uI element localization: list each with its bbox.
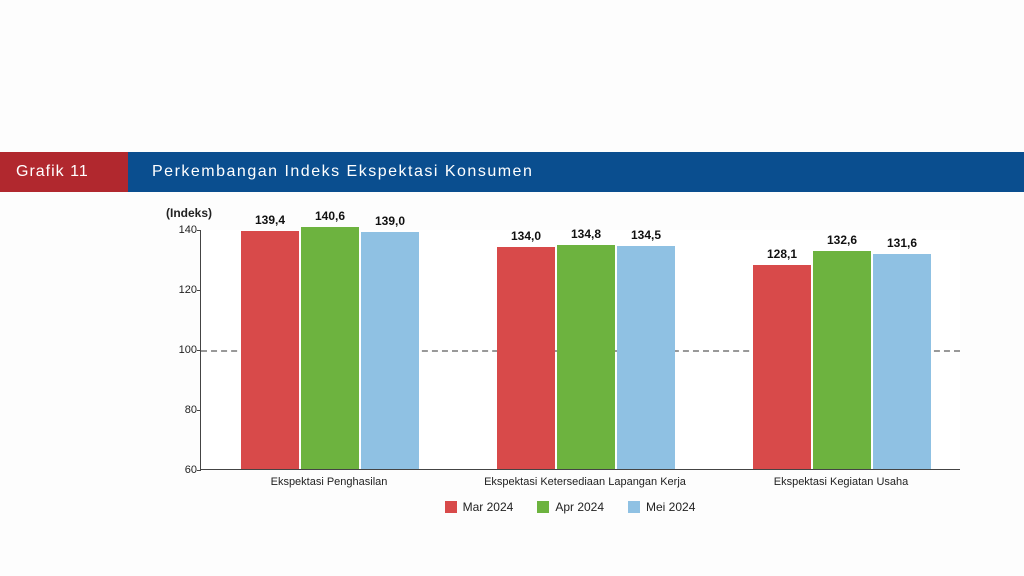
chart-title: Perkembangan Indeks Ekspektasi Konsumen — [152, 163, 533, 181]
bar: 132,6 — [813, 251, 871, 469]
bar-value-label: 139,0 — [375, 214, 405, 228]
chart-header: Grafik 11 Perkembangan Indeks Ekspektasi… — [0, 152, 1024, 192]
bar-value-label: 132,6 — [827, 233, 857, 247]
legend-swatch — [628, 501, 640, 513]
legend-item: Mar 2024 — [445, 500, 514, 514]
bar-value-label: 134,5 — [631, 228, 661, 242]
bar-value-label: 140,6 — [315, 209, 345, 223]
page: Grafik 11 Perkembangan Indeks Ekspektasi… — [0, 0, 1024, 576]
bar: 140,6 — [301, 227, 359, 469]
bar: 139,4 — [241, 231, 299, 469]
chart-area: (Indeks) 6080100120140139,4140,6139,0134… — [160, 200, 980, 560]
y-tick-label: 120 — [167, 284, 197, 296]
legend: Mar 2024 Apr 2024 Mei 2024 — [160, 500, 980, 514]
bar-value-label: 134,8 — [571, 227, 601, 241]
chart-number-badge: Grafik 11 — [0, 152, 128, 192]
legend-item: Mei 2024 — [628, 500, 695, 514]
bar-value-label: 128,1 — [767, 247, 797, 261]
bar: 131,6 — [873, 254, 931, 469]
bar-group: 128,1132,6131,6 — [753, 251, 931, 469]
bar: 134,8 — [557, 245, 615, 469]
bar-value-label: 131,6 — [887, 236, 917, 250]
bar-group: 134,0134,8134,5 — [497, 245, 675, 469]
legend-item: Apr 2024 — [537, 500, 604, 514]
legend-swatch — [537, 501, 549, 513]
y-tick-label: 60 — [167, 464, 197, 476]
y-tick-label: 100 — [167, 344, 197, 356]
chart-title-bar: Perkembangan Indeks Ekspektasi Konsumen — [128, 152, 1024, 192]
legend-label: Mei 2024 — [646, 500, 695, 514]
legend-swatch — [445, 501, 457, 513]
bar: 134,0 — [497, 247, 555, 469]
bar: 139,0 — [361, 232, 419, 469]
y-tick-label: 140 — [167, 224, 197, 236]
x-category-label: Ekspektasi Ketersediaan Lapangan Kerja — [484, 476, 686, 488]
legend-label: Mar 2024 — [463, 500, 514, 514]
legend-label: Apr 2024 — [555, 500, 604, 514]
bar-group: 139,4140,6139,0 — [241, 227, 419, 469]
bar: 128,1 — [753, 265, 811, 469]
x-category-label: Ekspektasi Kegiatan Usaha — [774, 476, 909, 488]
x-category-label: Ekspektasi Penghasilan — [271, 476, 388, 488]
bar: 134,5 — [617, 246, 675, 470]
bar-value-label: 134,0 — [511, 229, 541, 243]
bar-value-label: 139,4 — [255, 213, 285, 227]
y-tick-label: 80 — [167, 404, 197, 416]
plot-region: 6080100120140139,4140,6139,0134,0134,813… — [200, 230, 960, 470]
chart-number: Grafik 11 — [16, 163, 89, 181]
y-axis-title: (Indeks) — [166, 206, 212, 220]
